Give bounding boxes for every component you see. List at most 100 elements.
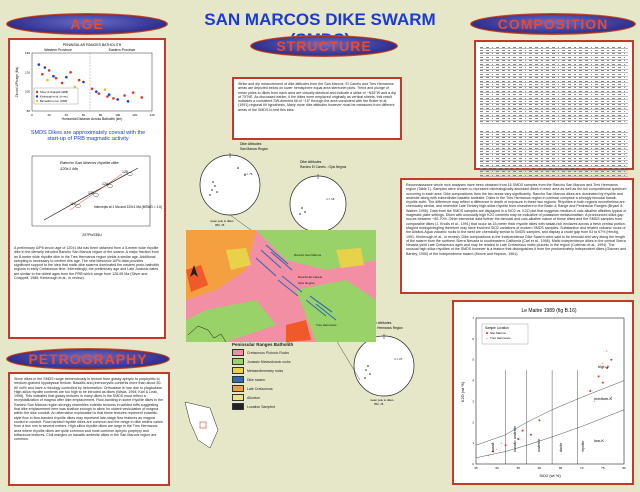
section-header-petrography: PETROGRAPHY [6, 348, 170, 370]
concordia-age-label: 116 [70, 202, 76, 206]
age-point [64, 75, 68, 79]
age-point [47, 69, 51, 72]
table-row [480, 93, 628, 97]
table-row [480, 174, 628, 178]
legend-marker [35, 95, 39, 98]
k2o-point: + [496, 448, 498, 452]
concordia-age-label: 124 [102, 182, 108, 186]
map-legend-item: Cretaceous Plutonic Rocks [232, 349, 332, 356]
legend-marker [35, 99, 39, 103]
age-text: A preliminary U/Pb zircon age of 120±1 M… [14, 246, 160, 281]
map-label-3: Tres Hermanos [316, 323, 337, 327]
petrography-panel: Since dikes in the SMDS range tremendous… [8, 372, 170, 486]
age-point [43, 66, 47, 69]
table-row [480, 140, 628, 144]
k2o-legend-1: Tres Hermanos [490, 336, 511, 340]
age-ytick: 80 [27, 109, 31, 113]
concordia-ellipse [93, 193, 99, 197]
table-row [480, 137, 628, 141]
age-xtick: 20 [47, 113, 51, 117]
k2o-legend [481, 323, 529, 345]
age-point [126, 100, 130, 103]
age-legend-2: Bernardino et al. (1998) [40, 99, 67, 103]
age-point [131, 91, 135, 94]
concordia-title: Rancho San Marcos rhyolite dike [60, 160, 119, 165]
k2o-field-andesite: andesite [537, 439, 541, 452]
concordia-chart: Rancho San Marcos rhyolite dike 120±1 Ma… [31, 155, 162, 237]
section-header-structure: STRUCTURE [250, 35, 398, 57]
structure-text-panel: Strike and dip measurement of dike attit… [232, 77, 402, 140]
k2o-point [517, 437, 520, 440]
age-eastern-label: Eastern Province [109, 48, 136, 52]
map-legend-swatch [232, 358, 244, 365]
k2o-field-low-k: low-K [594, 438, 604, 443]
age-point [97, 92, 101, 95]
table-row [480, 130, 628, 134]
k2o-point [491, 450, 494, 453]
k2o-point [610, 358, 613, 361]
sio2-k2o-panel: Le Maitre 1989 (fig B.16) + + + + + + + 45 50 55… [452, 300, 634, 485]
table-row [480, 49, 628, 53]
age-xtick: 120 [132, 113, 137, 117]
k2o-xtick: 65 [559, 466, 563, 470]
legend-marker [35, 90, 39, 94]
k2o-xtick: 60 [538, 466, 542, 470]
stereonet-3-trend: 052, 15 [374, 402, 384, 406]
age-point [107, 93, 111, 96]
age-xtick: 60 [82, 113, 86, 117]
table-row [480, 107, 628, 111]
geologic-map: Rancho San Marcos Rancho El Canelo Ojos … [186, 230, 376, 342]
table-row [480, 117, 628, 121]
k2o-ytick: 7 [472, 316, 474, 320]
composition-text: Reconnaissance whole rock analyses have … [406, 183, 627, 256]
stereonet-1-region: San Marcos Region [240, 147, 268, 151]
map-label-2: Ojos Negros [298, 281, 315, 285]
age-xtick: 100 [115, 113, 120, 117]
k2o-point [597, 375, 600, 378]
table-row [480, 157, 628, 161]
legend-marker: + [486, 337, 488, 341]
k2o-point: + [606, 350, 608, 354]
stereonet-1-title: Dike Attitudes [240, 142, 262, 146]
age-chart-header: PENINSULAR RANGES BATHOLITH [63, 43, 122, 47]
age-xtick: 0 [31, 113, 33, 117]
map-legend-item: Alluvium [232, 394, 332, 401]
stereonet-2-title: Dike Attitudes [300, 160, 322, 164]
table-row [480, 46, 628, 50]
k2o-xtick: 75 [601, 466, 605, 470]
k2o-point [504, 444, 507, 447]
k2o-field-high-k: high-K [598, 364, 610, 369]
age-plot-frame [31, 52, 153, 112]
composition-table [474, 40, 634, 208]
map-legend-swatch [232, 403, 244, 410]
map-legend-label: Jurassic Metavolcanic rocks [247, 359, 291, 364]
concordia-xlabel: 207Pb/235U [82, 233, 102, 237]
inset-study-area [199, 421, 207, 429]
map-legend-item: Late Cretaceous [232, 385, 332, 392]
table-row [480, 87, 628, 91]
age-point [82, 80, 85, 84]
stereonet-1-n: n = 76 [244, 172, 253, 176]
map-legend-item: Dike swarm [232, 376, 332, 383]
concordia-frame [31, 155, 151, 227]
k2o-field-dacite: dacite [559, 443, 563, 452]
concordia-intercepts: Intercepts at 1 Ma and 120±1 Ma (MSWD = … [94, 205, 162, 209]
table-row [480, 83, 628, 87]
age-point [77, 78, 81, 82]
table-row [480, 164, 628, 168]
inset-location-map [184, 401, 219, 449]
table-row [480, 154, 628, 158]
k2o-xtick: 55 [517, 466, 521, 470]
age-ytick: 120 [25, 70, 30, 74]
table-row [480, 63, 628, 67]
map-label-0: Rancho San Marcos [294, 253, 322, 257]
map-legend-swatch [232, 376, 244, 383]
structure-text: Strike and dip measurement of dike attit… [238, 82, 396, 112]
concordia-curve [43, 167, 139, 221]
table-row [480, 56, 628, 60]
k2o-legend-0: San Marcos [490, 331, 507, 335]
map-legend-item: Metasedimentary rocks [232, 367, 332, 374]
age-western-label: Western Province [44, 48, 72, 52]
age-point [73, 85, 77, 89]
